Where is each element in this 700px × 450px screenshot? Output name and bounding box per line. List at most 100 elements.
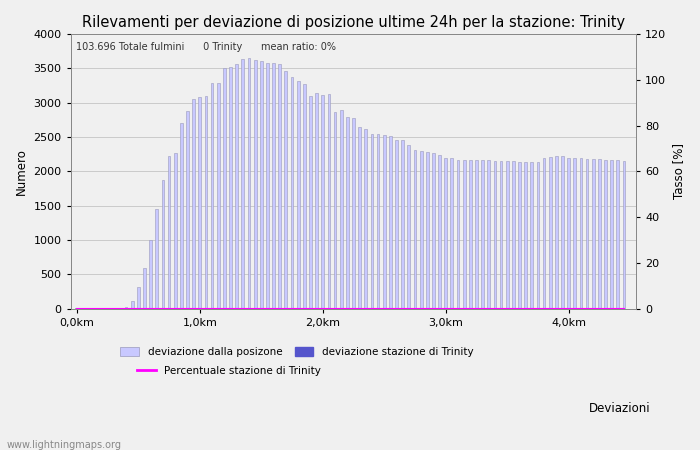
Bar bbox=[432, 153, 435, 309]
Bar bbox=[604, 160, 607, 309]
Bar bbox=[580, 158, 582, 309]
Bar bbox=[315, 93, 318, 309]
Bar bbox=[118, 308, 121, 309]
Percentuale stazione di Trinity bbox=[146, 306, 155, 311]
Bar bbox=[512, 162, 514, 309]
Bar bbox=[420, 151, 423, 309]
Bar bbox=[494, 161, 496, 309]
Bar bbox=[174, 153, 176, 309]
Percentuale stazione di Trinity bbox=[73, 306, 81, 311]
Title: Rilevamenti per deviazione di posizione ultime 24h per la stazione: Trinity: Rilevamenti per deviazione di posizione … bbox=[82, 15, 625, 30]
Bar bbox=[328, 94, 330, 309]
Bar bbox=[223, 68, 226, 309]
Bar bbox=[561, 156, 564, 309]
Bar bbox=[451, 158, 453, 309]
Bar bbox=[284, 71, 287, 309]
Bar bbox=[456, 160, 459, 309]
Bar bbox=[321, 95, 324, 309]
Bar bbox=[536, 162, 539, 309]
Bar bbox=[586, 159, 589, 309]
Bar bbox=[113, 308, 115, 309]
Y-axis label: Tasso [%]: Tasso [%] bbox=[672, 144, 685, 199]
Percentuale stazione di Trinity bbox=[454, 306, 462, 311]
Bar bbox=[414, 150, 416, 309]
Bar bbox=[340, 109, 342, 309]
Bar bbox=[389, 135, 392, 309]
Bar bbox=[168, 156, 171, 309]
Legend: Percentuale stazione di Trinity: Percentuale stazione di Trinity bbox=[137, 366, 321, 376]
Bar bbox=[334, 112, 337, 309]
Bar bbox=[487, 160, 490, 309]
Bar bbox=[297, 81, 300, 309]
Bar bbox=[610, 160, 613, 309]
Bar bbox=[395, 140, 398, 309]
Bar bbox=[598, 159, 601, 309]
Bar bbox=[248, 58, 251, 309]
Bar bbox=[518, 162, 521, 309]
Bar bbox=[524, 162, 527, 309]
Bar bbox=[137, 287, 140, 309]
Bar bbox=[204, 96, 207, 309]
Bar bbox=[365, 129, 368, 309]
Bar bbox=[426, 152, 428, 309]
Bar bbox=[346, 117, 349, 309]
Bar bbox=[475, 160, 478, 309]
Percentuale stazione di Trinity bbox=[620, 306, 628, 311]
Bar bbox=[401, 140, 404, 309]
Bar bbox=[303, 84, 306, 309]
Bar bbox=[622, 161, 625, 309]
Bar bbox=[162, 180, 164, 309]
Text: www.lightningmaps.org: www.lightningmaps.org bbox=[7, 440, 122, 450]
Bar bbox=[370, 134, 373, 309]
Bar bbox=[500, 161, 503, 309]
Bar bbox=[149, 240, 152, 309]
Bar bbox=[506, 161, 509, 309]
Bar bbox=[352, 118, 355, 309]
Bar bbox=[377, 134, 379, 309]
Bar bbox=[217, 83, 220, 309]
Bar bbox=[592, 159, 594, 309]
Bar bbox=[143, 267, 146, 309]
Bar bbox=[254, 60, 256, 309]
Bar bbox=[198, 97, 201, 309]
Bar bbox=[260, 61, 262, 309]
Bar bbox=[407, 145, 410, 309]
Bar bbox=[211, 83, 214, 309]
Bar bbox=[125, 307, 127, 309]
Bar bbox=[309, 96, 312, 309]
Bar bbox=[180, 123, 183, 309]
Bar bbox=[567, 158, 570, 309]
Bar bbox=[469, 160, 472, 309]
Bar bbox=[279, 64, 281, 309]
Bar bbox=[555, 156, 558, 309]
Bar bbox=[463, 160, 466, 309]
Text: 103.696 Totale fulmini      0 Trinity      mean ratio: 0%: 103.696 Totale fulmini 0 Trinity mean ra… bbox=[76, 42, 337, 52]
Bar bbox=[542, 158, 545, 309]
Bar bbox=[100, 308, 103, 309]
Bar bbox=[106, 308, 109, 309]
Percentuale stazione di Trinity bbox=[595, 306, 603, 311]
Bar bbox=[241, 59, 244, 309]
Bar bbox=[272, 63, 275, 309]
Bar bbox=[531, 162, 533, 309]
Bar bbox=[266, 63, 269, 309]
Bar bbox=[358, 127, 361, 309]
Text: Deviazioni: Deviazioni bbox=[589, 402, 651, 415]
Bar bbox=[549, 157, 552, 309]
Bar bbox=[193, 99, 195, 309]
Y-axis label: Numero: Numero bbox=[15, 148, 28, 195]
Bar bbox=[235, 64, 238, 309]
Percentuale stazione di Trinity bbox=[540, 306, 548, 311]
Bar bbox=[229, 67, 232, 309]
Bar bbox=[481, 160, 484, 309]
Bar bbox=[155, 209, 158, 309]
Percentuale stazione di Trinity bbox=[239, 306, 247, 311]
Bar bbox=[617, 160, 620, 309]
Bar bbox=[444, 158, 447, 309]
Bar bbox=[383, 135, 386, 309]
Bar bbox=[438, 155, 441, 309]
Percentuale stazione di Trinity bbox=[528, 306, 536, 311]
Bar bbox=[290, 76, 293, 309]
Bar bbox=[573, 158, 576, 309]
Bar bbox=[131, 301, 134, 309]
